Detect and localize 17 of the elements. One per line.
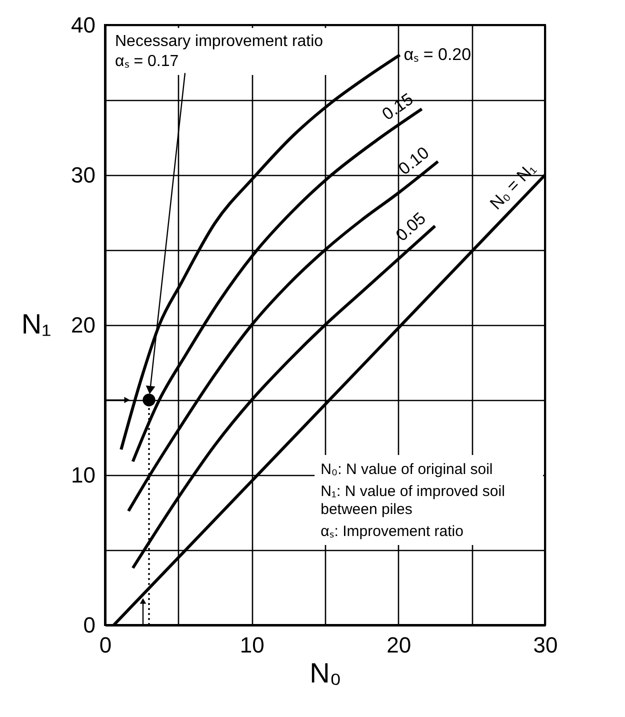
x-axis-title: N₀	[310, 658, 342, 688]
y-tick-label: 30	[71, 162, 96, 188]
annotation: αₛ: Improvement ratio	[320, 523, 464, 540]
x-tick-label: 20	[386, 632, 412, 658]
annotation: N₀: N value of original soil	[320, 461, 493, 478]
y-axis-title: N₁	[21, 308, 52, 340]
x-tick-label: 30	[533, 632, 558, 658]
text: 0.10	[394, 143, 433, 179]
text: 0.05	[392, 208, 430, 246]
y-tick-label: 40	[71, 12, 96, 38]
y-tick-label: 0	[83, 612, 96, 638]
x-tick-label: 0	[99, 632, 112, 658]
y-tick-label: 20	[71, 312, 96, 338]
y-tick-label: 10	[71, 462, 96, 488]
series-label: αₛ = 0.20	[404, 45, 472, 64]
annotation: Necessary improvement ratio αₛ = 0.17	[115, 33, 324, 70]
x-tick-label: 10	[240, 632, 264, 658]
